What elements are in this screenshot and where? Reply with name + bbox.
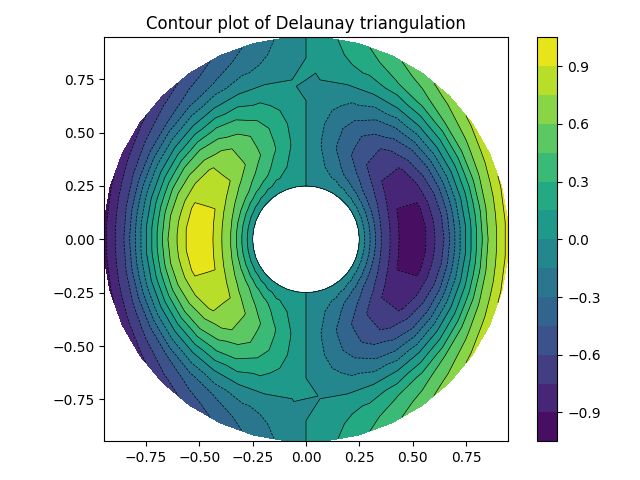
Title: Contour plot of Delaunay triangulation: Contour plot of Delaunay triangulation: [146, 15, 466, 33]
